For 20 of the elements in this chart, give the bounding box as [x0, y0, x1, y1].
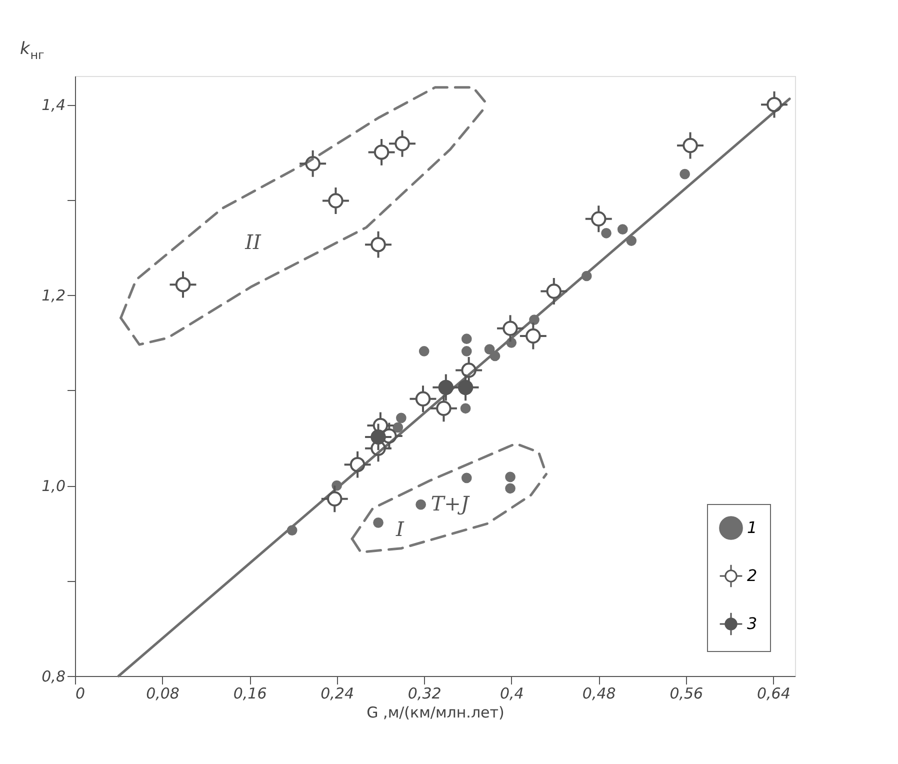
y-tick-label: 0,8 — [42, 668, 66, 686]
legend-label: 3 — [747, 614, 758, 633]
x-axis-title: G ,м/(км/млн.лет) — [366, 704, 504, 722]
legend-label: 2 — [747, 566, 758, 585]
legend-label: 1 — [747, 518, 758, 537]
y-tick-label: 1,2 — [42, 286, 66, 305]
annotation: I — [395, 517, 406, 541]
x-tick-label: 0,32 — [408, 684, 442, 702]
x-tick-label: 0,48 — [582, 684, 616, 702]
x-tick-label: 0 — [76, 684, 86, 702]
annotation: II — [244, 230, 262, 254]
x-tick-label: 0,4 — [500, 684, 524, 702]
x-tick-label: 0,08 — [146, 684, 180, 702]
x-tick-label: 0,64 — [756, 684, 790, 702]
x-tick-label: 0,24 — [320, 684, 354, 702]
y-tick-label: 1,4 — [42, 96, 66, 114]
x-tick-label: 0,16 — [233, 684, 267, 702]
annotation: T+J — [430, 492, 470, 516]
y-tick-label: 1,0 — [42, 477, 66, 496]
x-tick-label: 0,56 — [670, 684, 704, 702]
